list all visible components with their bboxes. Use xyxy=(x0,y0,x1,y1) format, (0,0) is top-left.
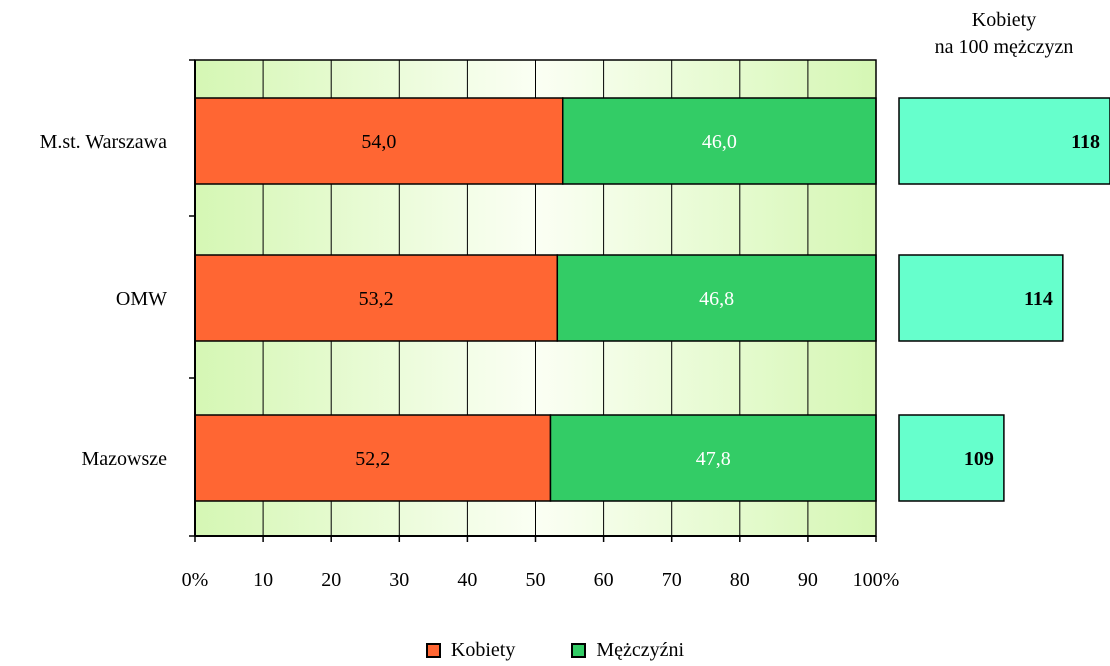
ratio-bar-label: 118 xyxy=(1071,131,1100,153)
bar-mezczyzni xyxy=(549,414,877,502)
legend-item-mezczyzni: Mężczyźni xyxy=(571,638,684,662)
x-tick-label: 0% xyxy=(182,569,209,591)
axes: 0% 10 20 30 40 50 60 70 80 90 100% M.st. Warszawa OM… xyxy=(40,59,900,591)
category-label: M.st. Warszawa xyxy=(40,131,168,153)
bar-kobiety xyxy=(194,254,559,342)
bar-label: 46,0 xyxy=(702,131,737,153)
ratio-bar xyxy=(898,97,1110,185)
ratio-panel-title-line-1: Kobiety xyxy=(972,9,1036,31)
bar-mezczyzni xyxy=(556,254,877,342)
bar-label: 46,8 xyxy=(699,288,734,310)
x-tick-label: 20 xyxy=(321,569,341,591)
ratio-bar-label: 114 xyxy=(1024,288,1053,310)
bars: 54,0 46,0 53,2 46,8 52,2 47,8 xyxy=(194,97,877,502)
bar-label: 53,2 xyxy=(359,288,394,310)
ratio-bar-label: 109 xyxy=(964,448,994,470)
x-tick-label: 80 xyxy=(730,569,750,591)
legend-swatch-mezczyzni xyxy=(571,642,587,658)
ratio-bar xyxy=(898,414,1005,502)
bar-label: 54,0 xyxy=(361,131,396,153)
bar-kobiety xyxy=(194,97,564,185)
legend-item-kobiety: Kobiety xyxy=(425,638,516,662)
legend-label-kobiety: Kobiety xyxy=(450,638,516,661)
ratio-panel-title-line-2: na 100 mężczyzn xyxy=(935,36,1074,58)
legend-label-mezczyzni: Mężczyźni xyxy=(596,638,685,661)
bar-mezczyzni xyxy=(561,97,877,185)
ratio-panel: Kobiety na 100 mężczyzn 118 114 109 xyxy=(898,9,1110,502)
x-tick-label: 90 xyxy=(798,569,818,591)
x-tick-label: 10 xyxy=(253,569,273,591)
x-tick-label: 70 xyxy=(662,569,682,591)
category-label: OMW xyxy=(116,288,167,310)
bar-label: 47,8 xyxy=(696,448,731,470)
category-label: Mazowsze xyxy=(81,448,167,470)
x-tick-label: 40 xyxy=(457,569,477,591)
bar-kobiety xyxy=(194,414,552,502)
x-tick-label: 60 xyxy=(594,569,614,591)
legend-swatch-kobiety xyxy=(425,642,441,658)
legend: Kobiety Mężczyźni xyxy=(0,638,1110,662)
x-tick-label: 100% xyxy=(853,569,900,591)
bar-label: 52,2 xyxy=(355,448,390,470)
x-tick-label: 30 xyxy=(389,569,409,591)
ratio-bar xyxy=(898,254,1064,342)
x-tick-label: 50 xyxy=(526,569,546,591)
